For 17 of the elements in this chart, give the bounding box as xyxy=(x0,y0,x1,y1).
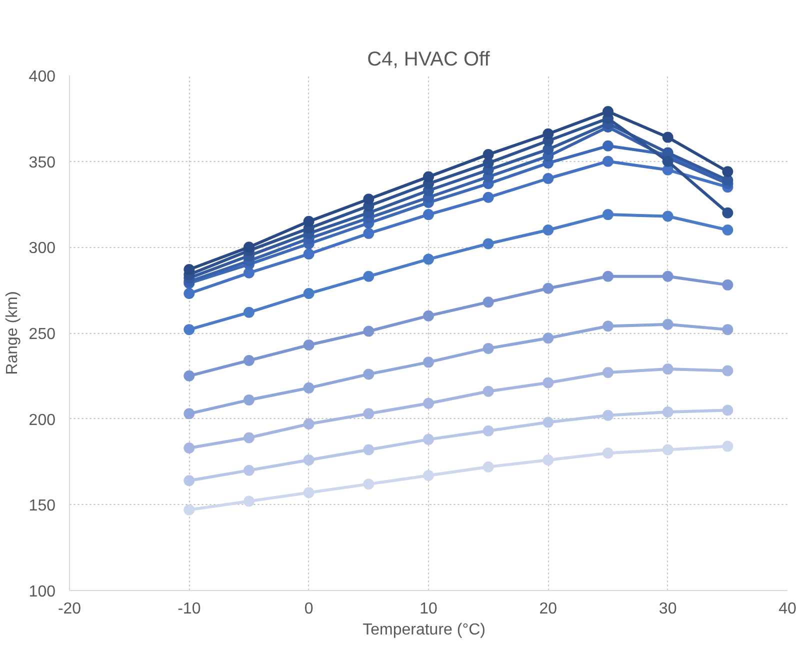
x-axis-title: Temperature (°C) xyxy=(362,622,486,638)
y-axis-title: Range (km) xyxy=(4,291,21,375)
y-tick-label: 300 xyxy=(28,240,56,258)
y-tick-label: 150 xyxy=(28,498,56,515)
y-tick-label: 350 xyxy=(28,154,56,172)
y-tick-label: 100 xyxy=(28,584,56,600)
x-tick-label: -10 xyxy=(178,600,201,618)
chart-title: C4, HVAC Off xyxy=(367,48,490,70)
y-tick-label: 200 xyxy=(28,412,56,429)
x-tick-label: 30 xyxy=(658,600,677,618)
y-tick-label: 400 xyxy=(28,68,56,86)
y-tick-label: 250 xyxy=(28,326,56,343)
x-tick-label: 40 xyxy=(778,600,796,618)
x-tick-label: 10 xyxy=(420,600,438,618)
x-tick-label: 0 xyxy=(304,600,314,618)
x-tick-label: -20 xyxy=(58,600,82,618)
x-tick-label: 20 xyxy=(539,600,558,618)
